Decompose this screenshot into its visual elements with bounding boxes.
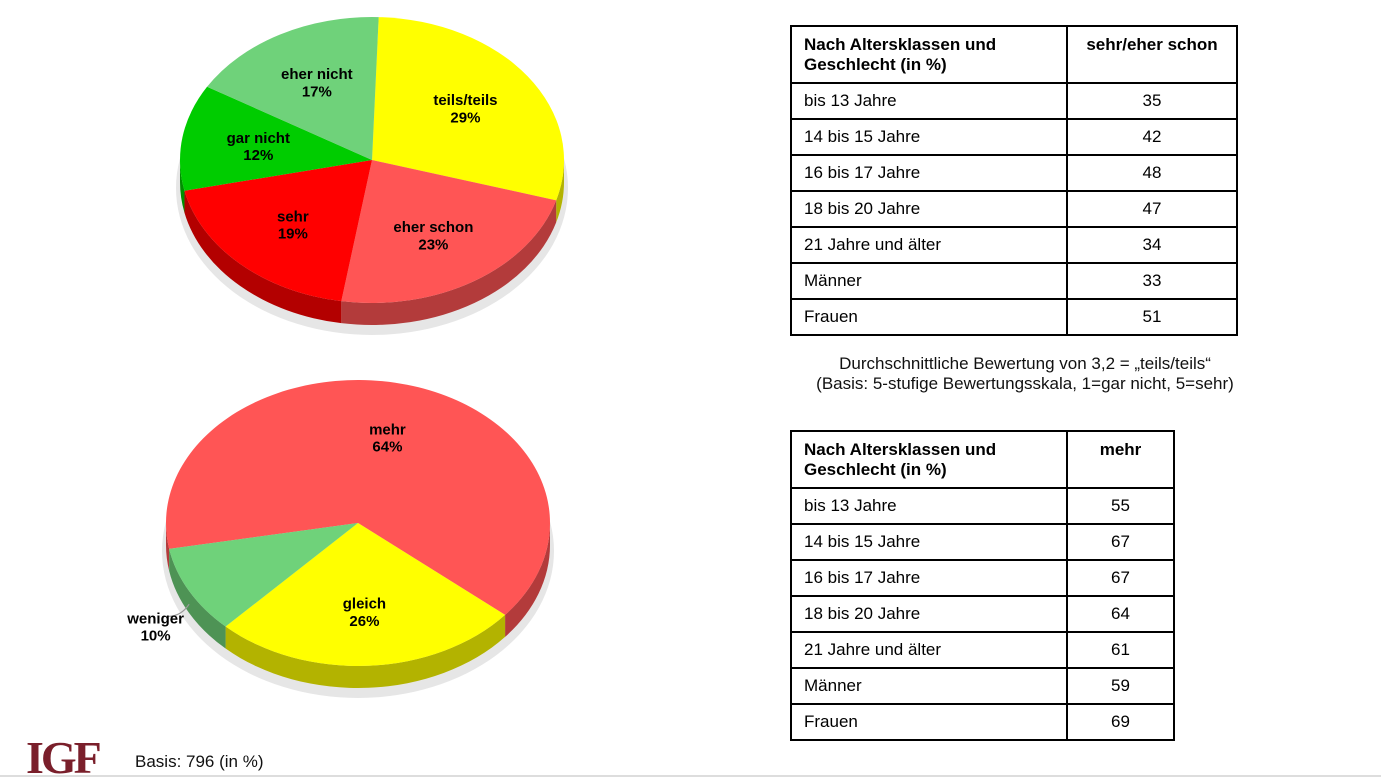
slice-category: mehr [369, 421, 406, 438]
slice-side [341, 200, 557, 325]
slice [225, 523, 506, 666]
cell: 14 bis 15 Jahre [790, 118, 1068, 156]
slice-side [169, 548, 226, 649]
slice [207, 16, 379, 160]
row: Frauen 51 [790, 298, 1238, 336]
slice-label: eher schon 23% [393, 219, 473, 253]
slice [341, 160, 557, 303]
cell: 59 [1066, 667, 1175, 705]
slice-side [180, 160, 185, 213]
note-line: Durchschnittliche Bewertung von 3,2 = „t… [839, 354, 1211, 373]
slice-label: teils/teils 29% [433, 92, 497, 126]
header-row: Nach Altersklassen und Geschlecht (in %)… [790, 430, 1175, 489]
cell: 16 bis 17 Jahre [790, 559, 1068, 597]
cell: Frauen [790, 298, 1068, 336]
slice-category: sehr [277, 208, 309, 225]
slice-label: sehr 19% [277, 208, 309, 242]
slice-category: gleich [343, 596, 386, 613]
cell: 18 bis 20 Jahre [790, 190, 1068, 228]
cell: 69 [1066, 703, 1175, 741]
row: bis 13 Jahre 55 [790, 487, 1175, 525]
row: bis 13 Jahre 35 [790, 82, 1238, 120]
row: 14 bis 15 Jahre 67 [790, 523, 1175, 561]
cell: bis 13 Jahre [790, 82, 1068, 120]
slice-category: eher nicht [281, 66, 353, 83]
row: Frauen 69 [790, 703, 1175, 741]
row: 21 Jahre und älter 34 [790, 226, 1238, 264]
slice-side [225, 614, 506, 689]
slice [372, 17, 564, 201]
cell: 67 [1066, 559, 1175, 597]
slice [166, 380, 551, 615]
slice-value: 12% [243, 147, 273, 164]
header-cell: sehr/eher schon [1066, 25, 1238, 84]
slice-value: 29% [450, 109, 480, 126]
cell: 64 [1066, 595, 1175, 633]
slice-label: eher nicht 17% [281, 66, 353, 100]
table: Nach Altersklassen und Geschlecht (in %)… [790, 25, 1238, 336]
cell: 35 [1066, 82, 1238, 120]
header-cell: mehr [1066, 430, 1175, 489]
basis: Basis: 796 (in %) [135, 752, 264, 771]
cell: 14 bis 15 Jahre [790, 523, 1068, 561]
note-line: (Basis: 5-stufige Bewertungsskala, 1=gar… [816, 374, 1234, 393]
slice-label: mehr 64% [369, 421, 406, 455]
row: 21 Jahre und älter 61 [790, 631, 1175, 669]
row: 16 bis 17 Jahre 67 [790, 559, 1175, 597]
cell: 16 bis 17 Jahre [790, 154, 1068, 192]
leader-line [167, 603, 190, 618]
header-cell: Nach Altersklassen und Geschlecht (in %) [790, 25, 1068, 84]
slice-category: weniger [126, 610, 184, 627]
cell: 33 [1066, 262, 1238, 300]
slice-side [184, 190, 342, 324]
slice-label: weniger 10% [126, 610, 184, 644]
logo: IGF [26, 732, 100, 778]
row: Männer 33 [790, 262, 1238, 300]
slice-value: 26% [349, 613, 379, 630]
cell: 34 [1066, 226, 1238, 264]
slice-side [166, 523, 170, 571]
cell: 51 [1066, 298, 1238, 336]
cell: Männer [790, 262, 1068, 300]
row: 14 bis 15 Jahre 42 [790, 118, 1238, 156]
cell: bis 13 Jahre [790, 487, 1068, 525]
slice-value: 17% [302, 83, 332, 100]
slice [179, 86, 372, 191]
cell: 21 Jahre und älter [790, 226, 1068, 264]
header-row: Nach Altersklassen und Geschlecht (in %)… [790, 25, 1238, 84]
cell: 47 [1066, 190, 1238, 228]
slice-value: 23% [418, 236, 448, 253]
row: 18 bis 20 Jahre 64 [790, 595, 1175, 633]
cell: Frauen [790, 703, 1068, 741]
slice-value: 64% [372, 439, 402, 456]
cell: 61 [1066, 631, 1175, 669]
row: 16 bis 17 Jahre 48 [790, 154, 1238, 192]
header-cell: Nach Altersklassen und Geschlecht (in %) [790, 430, 1068, 489]
slice [169, 523, 358, 627]
slice-side [556, 160, 565, 223]
slice-category: eher schon [393, 219, 473, 236]
note: Durchschnittliche Bewertung von 3,2 = „t… [790, 354, 1260, 394]
slice-label: gar nicht 12% [227, 130, 290, 164]
slice-category: teils/teils [433, 92, 497, 109]
row: 18 bis 20 Jahre 47 [790, 190, 1238, 228]
cell: 55 [1066, 487, 1175, 525]
cell: 67 [1066, 523, 1175, 561]
slice-category: gar nicht [227, 130, 290, 147]
cell: Männer [790, 667, 1068, 705]
slice [184, 160, 372, 302]
cell: 48 [1066, 154, 1238, 192]
slice-value: 19% [278, 226, 308, 243]
slice-value: 10% [141, 628, 171, 645]
slice-label: gleich 26% [343, 596, 386, 630]
table: Nach Altersklassen und Geschlecht (in %)… [790, 430, 1175, 741]
slice-side [505, 523, 550, 637]
cell: 42 [1066, 118, 1238, 156]
cell: 21 Jahre und älter [790, 631, 1068, 669]
cell: 18 bis 20 Jahre [790, 595, 1068, 633]
row: Männer 59 [790, 667, 1175, 705]
